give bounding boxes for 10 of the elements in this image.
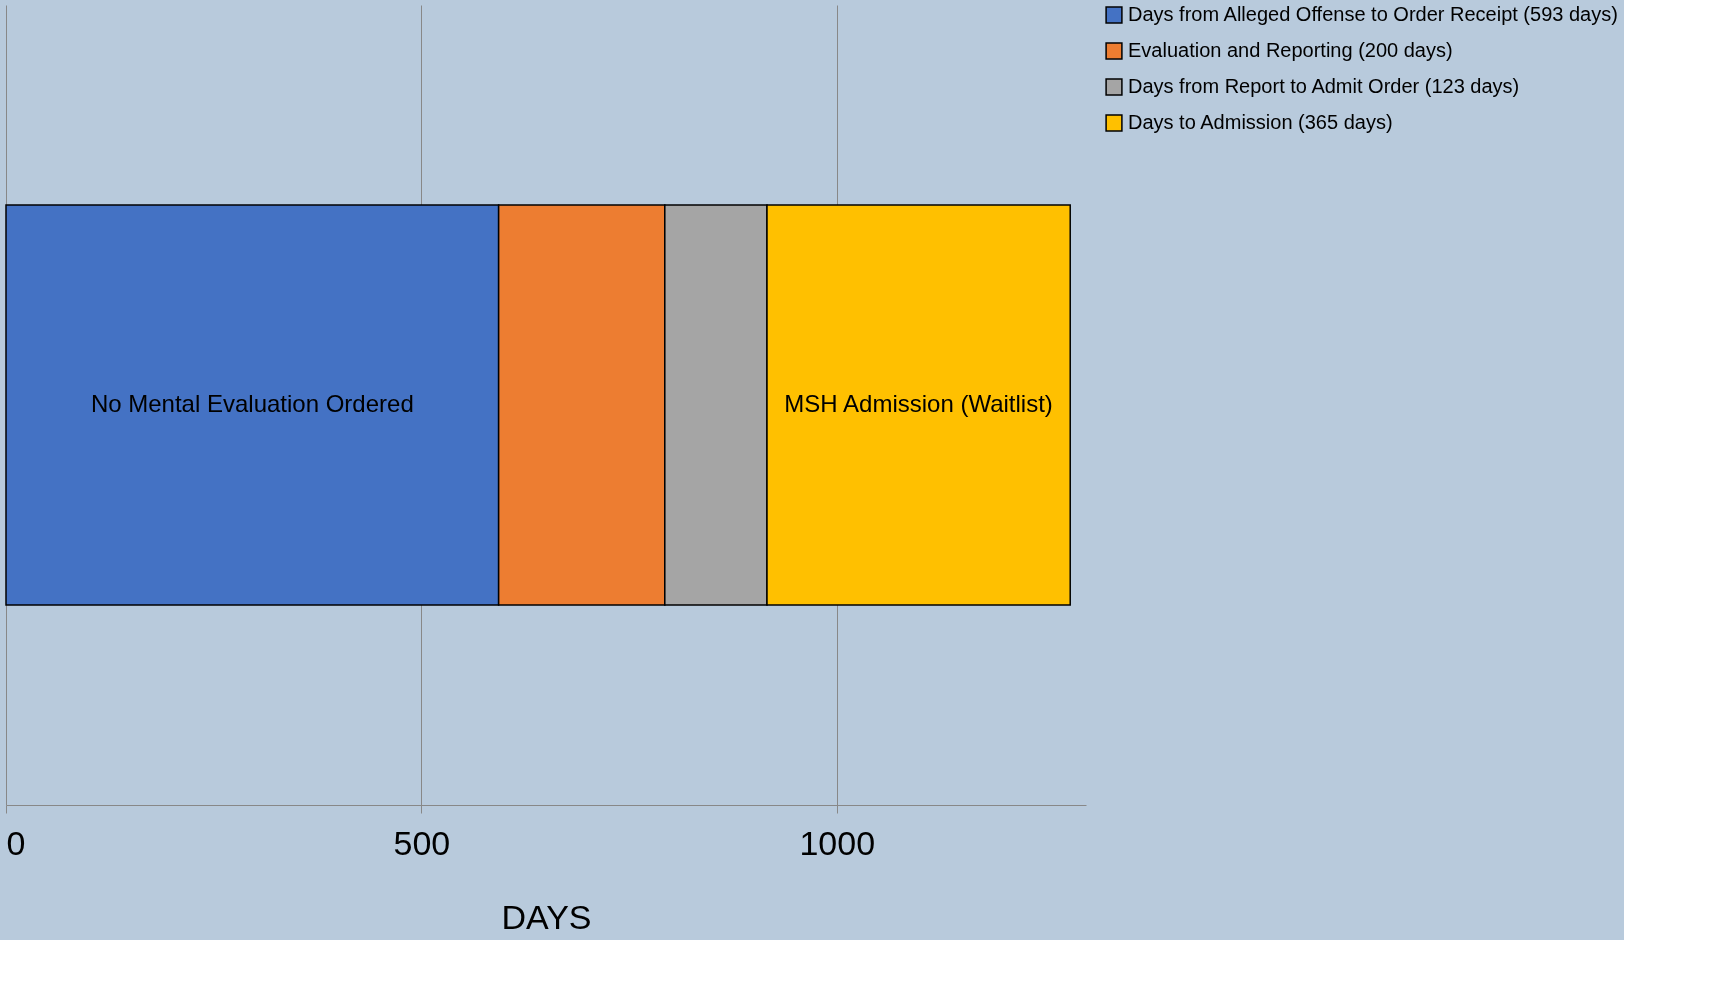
x-axis-title: DAYS <box>501 897 592 936</box>
x-tick-label: 1000 <box>799 823 876 862</box>
legend-label: Days from Alleged Offense to Order Receipt (593 days) <box>1128 3 1618 25</box>
legend-label: Days from Report to Admit Order (123 days) <box>1128 75 1520 97</box>
x-tick-label: 500 <box>393 823 451 862</box>
legend-label: Evaluation and Reporting (200 days) <box>1128 39 1453 61</box>
annotation: No Mental Evaluation Ordered <box>90 390 414 417</box>
annotation: MSH Admission (Waitlist) <box>784 390 1053 417</box>
legend-label: Days to Admission (365 days) <box>1128 111 1393 133</box>
x-tick-label: 0 <box>6 823 26 862</box>
